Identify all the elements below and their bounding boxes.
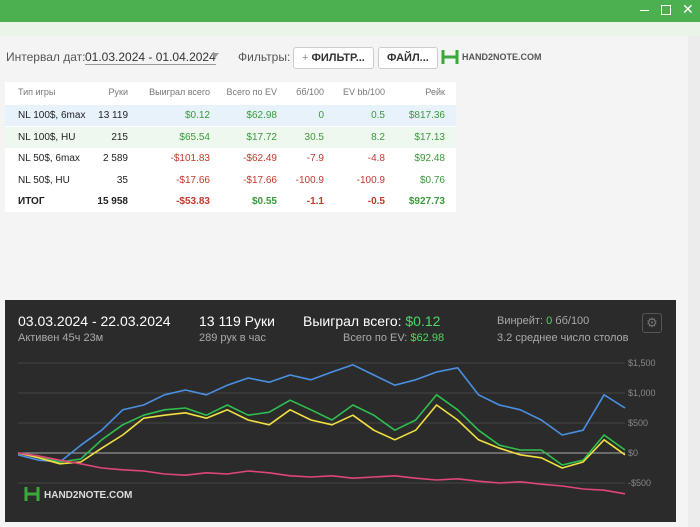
maximize-button[interactable] xyxy=(661,5,671,15)
column-header: Всего по EV xyxy=(226,87,277,97)
date-range[interactable]: 01.03.2024 - 01.04.2024 xyxy=(85,50,216,65)
table-cell: -7.9 xyxy=(306,153,324,164)
table-cell: -0.5 xyxy=(367,196,385,207)
table-cell: $0.55 xyxy=(251,196,277,207)
table-cell: 2 589 xyxy=(102,153,128,164)
logo-text: HAND2NOTE.COM xyxy=(462,52,542,62)
table-cell: -$17.66 xyxy=(243,174,277,186)
chart-logo-text: HAND2NOTE.COM xyxy=(44,490,132,501)
table-cell: 8.2 xyxy=(371,131,385,143)
table-cell: $17.13 xyxy=(414,131,445,143)
active-time: Активен 45ч 23м xyxy=(18,332,104,344)
logo-icon xyxy=(441,50,459,64)
ev-label: Всего по EV: xyxy=(343,332,408,344)
row-highlight xyxy=(5,126,456,148)
column-header: Руки xyxy=(108,87,128,97)
ev: Всего по EV: $62.98 xyxy=(343,332,444,344)
won: Выиграл всего: $0.12 xyxy=(303,313,440,329)
row-highlight xyxy=(5,105,456,126)
table-cell: $0.76 xyxy=(419,174,445,186)
winrate-label: Винрейт: xyxy=(497,315,544,327)
minimize-button[interactable] xyxy=(640,10,649,11)
table-cell: -$17.66 xyxy=(176,174,210,186)
stats-table: Тип игры Руки Выиграл всего Всего по EV бб/1… xyxy=(5,82,456,212)
table-cell: $927.73 xyxy=(408,196,445,207)
table-cell: -100.9 xyxy=(356,174,385,186)
table-cell: $817.36 xyxy=(408,110,445,121)
column-header: Рейк xyxy=(425,87,445,97)
table-cell: $65.54 xyxy=(179,131,210,143)
file-button[interactable]: ФАЙЛ... xyxy=(378,47,438,69)
file-button-text: ФАЙЛ... xyxy=(387,52,429,64)
series-line xyxy=(17,363,626,463)
tables-count: 3.2 среднее число столов xyxy=(497,332,629,344)
table-cell: NL 50$, 6max xyxy=(18,153,80,164)
table-cell: -$101.83 xyxy=(170,153,210,164)
y-tick-label: $0 xyxy=(628,448,638,458)
close-button[interactable]: ✕ xyxy=(682,1,694,17)
table-cell: $0.12 xyxy=(184,110,210,121)
table-cell: -4.8 xyxy=(367,153,385,164)
table-cell: NL 100$, HU xyxy=(18,131,76,143)
hands-per-hour: 289 рук в час xyxy=(199,332,267,344)
summary-date: 03.03.2024 - 22.03.2024 xyxy=(18,313,171,329)
filter-button-text: ФИЛЬТР... xyxy=(311,52,365,64)
series-line xyxy=(17,404,626,469)
title-bar: ✕ xyxy=(0,0,700,22)
table-cell: -100.9 xyxy=(295,174,324,186)
winrate: Винрейт: 0 бб/100 xyxy=(497,315,589,327)
table-cell: -$62.49 xyxy=(243,153,277,164)
column-header: EV bb/100 xyxy=(342,87,385,97)
table-cell: -$53.83 xyxy=(176,196,210,207)
hands: 13 119 Руки xyxy=(199,313,275,329)
chart-logo-icon xyxy=(24,487,40,501)
table-cell: 30.5 xyxy=(304,131,324,143)
table-cell: 0 xyxy=(318,110,324,121)
y-tick-label: -$500 xyxy=(628,478,651,488)
table-cell: NL 50$, HU xyxy=(18,174,70,186)
table-cell: -1.1 xyxy=(306,196,324,207)
y-tick-label: $1,000 xyxy=(628,388,656,398)
won-value: $0.12 xyxy=(405,313,441,329)
table-cell: $17.72 xyxy=(246,131,277,143)
summary-panel xyxy=(5,300,676,522)
table-cell: 13 119 xyxy=(98,110,128,121)
table-cell: NL 100$, 6max xyxy=(18,110,86,121)
table-cell: 35 xyxy=(116,174,128,186)
column-header: Тип игры xyxy=(18,87,56,97)
table-cell: $62.98 xyxy=(246,110,277,121)
strip xyxy=(0,22,700,36)
y-tick-label: $1,500 xyxy=(628,358,656,368)
column-header: бб/100 xyxy=(296,87,324,97)
table-cell: 0.5 xyxy=(371,110,385,121)
table-cell: 15 958 xyxy=(97,196,128,207)
winrate-value: 0 xyxy=(546,315,553,327)
date-label: Интервал дат: xyxy=(6,50,86,64)
column-header: Выиграл всего xyxy=(149,87,210,97)
y-tick-label: $500 xyxy=(628,418,648,428)
series-line xyxy=(17,393,626,466)
series-line xyxy=(17,452,626,495)
table-cell: 215 xyxy=(111,131,128,143)
filter-button[interactable]: + ФИЛЬТР... xyxy=(293,47,374,69)
winrate-unit: бб/100 xyxy=(555,315,590,327)
settings-button[interactable]: ⚙ xyxy=(642,313,662,333)
dropdown-arrow xyxy=(211,53,219,58)
filters-label: Фильтры: xyxy=(238,50,291,64)
table-cell: ИТОГ xyxy=(18,196,45,207)
ev-value: $62.98 xyxy=(410,332,445,344)
won-label: Выиграл всего: xyxy=(303,313,402,329)
table-cell: $92.48 xyxy=(414,153,445,164)
